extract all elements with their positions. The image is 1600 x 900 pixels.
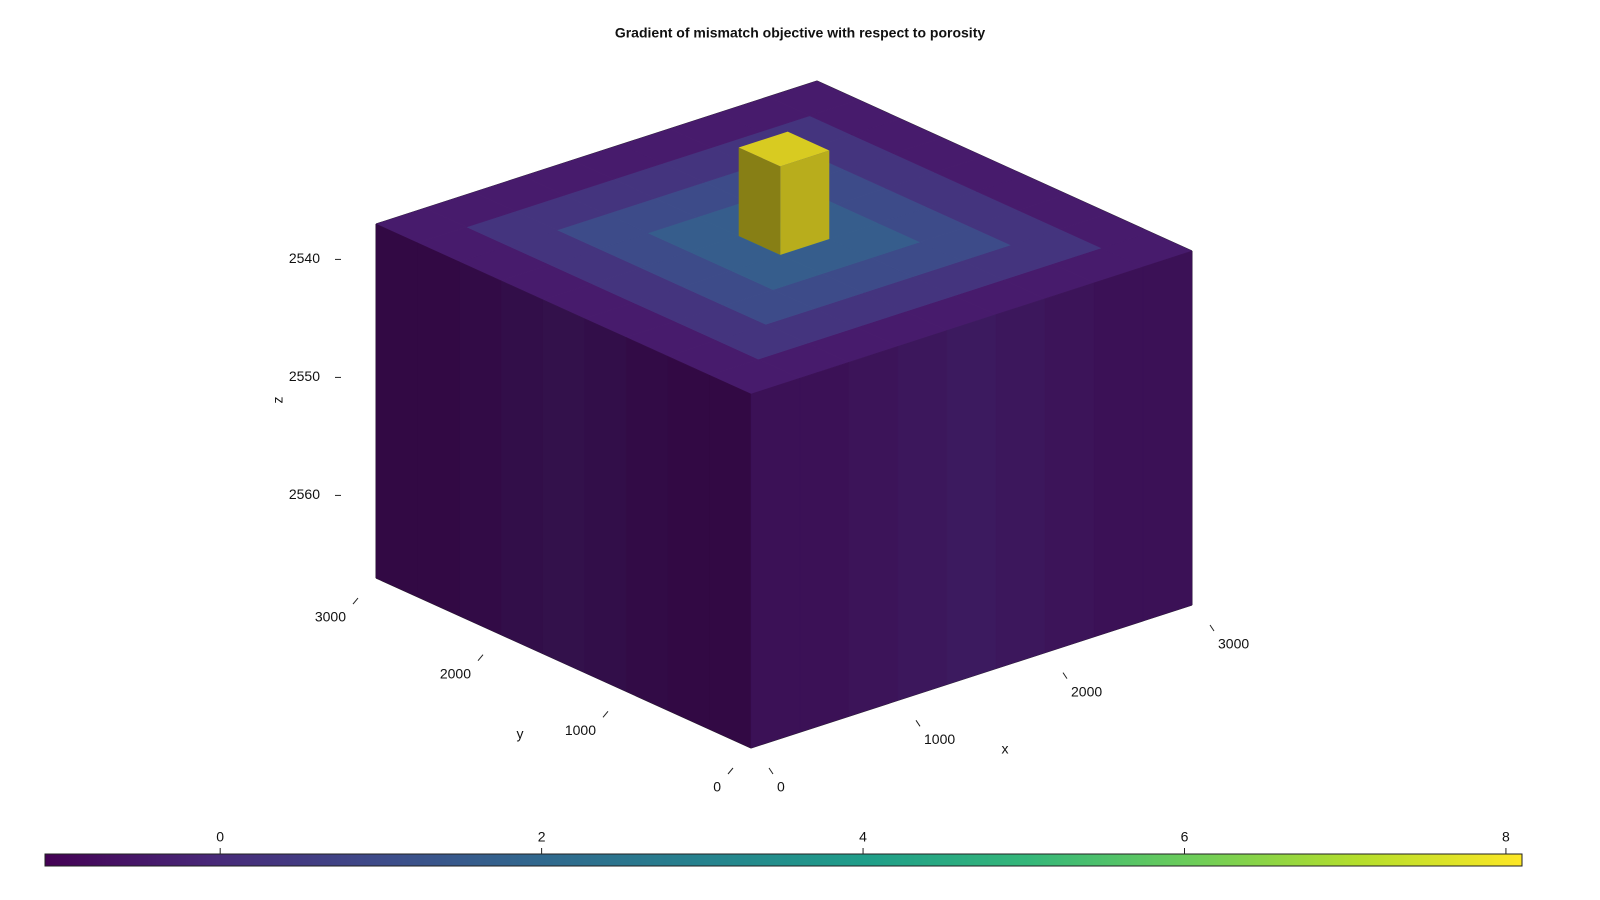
voxel-side (375, 223, 418, 598)
y-tick-label: 0 (713, 779, 721, 795)
voxel-top (767, 80, 860, 117)
voxel-side (459, 261, 502, 636)
voxel-side (799, 361, 850, 733)
x-tick-label: 1000 (924, 731, 955, 747)
x-tick-label: 0 (777, 779, 785, 795)
colorbar-tick-label: 0 (216, 829, 224, 845)
chart-title: Gradient of mismatch objective with resp… (615, 25, 986, 41)
colorbar-tick-label: 8 (1502, 829, 1510, 845)
colorbar-tick-label: 6 (1181, 829, 1189, 845)
voxel-side (995, 298, 1046, 669)
voxel-side (417, 242, 460, 617)
y-tick-label: 2000 (440, 665, 471, 681)
voxel-side (709, 374, 752, 749)
y-axis-label: y (517, 726, 524, 742)
x-tick-label: 2000 (1071, 683, 1102, 699)
voxel-side (667, 355, 710, 730)
peak-cube-top (738, 131, 830, 167)
voxel-side (542, 299, 585, 673)
x-tick-label: 3000 (1218, 636, 1249, 652)
y-tick (477, 654, 484, 661)
z-tick-label: 2550 (289, 368, 320, 384)
x-tick (915, 720, 921, 727)
peak-cube-left (738, 147, 781, 255)
voxel-side (1142, 250, 1193, 622)
colorbar-tick-label: 4 (859, 829, 867, 845)
x-tick (768, 767, 774, 775)
y-tick (602, 711, 609, 718)
x-tick (1209, 624, 1215, 632)
voxel-side (584, 318, 627, 692)
voxel-side (1093, 266, 1144, 638)
voxel-side (897, 330, 948, 701)
voxel-side (946, 314, 997, 685)
voxel-side (1044, 282, 1095, 654)
y-tick (727, 767, 734, 775)
y-tick-label: 1000 (565, 722, 596, 738)
voxel-side (848, 345, 899, 717)
x-tick (1062, 672, 1068, 679)
voxel-side (750, 377, 801, 749)
colorbar (44, 853, 1523, 867)
z-axis-label: z (270, 397, 286, 404)
voxel-side (625, 336, 668, 711)
y-tick-label: 3000 (315, 609, 346, 625)
z-tick-label: 2540 (289, 250, 320, 266)
voxel-side (500, 280, 543, 654)
colorbar-tick-label: 2 (538, 829, 546, 845)
y-tick (352, 597, 359, 605)
x-axis-label: x (1002, 741, 1009, 757)
peak-cube-right (780, 150, 830, 255)
z-tick-label: 2560 (289, 486, 320, 502)
